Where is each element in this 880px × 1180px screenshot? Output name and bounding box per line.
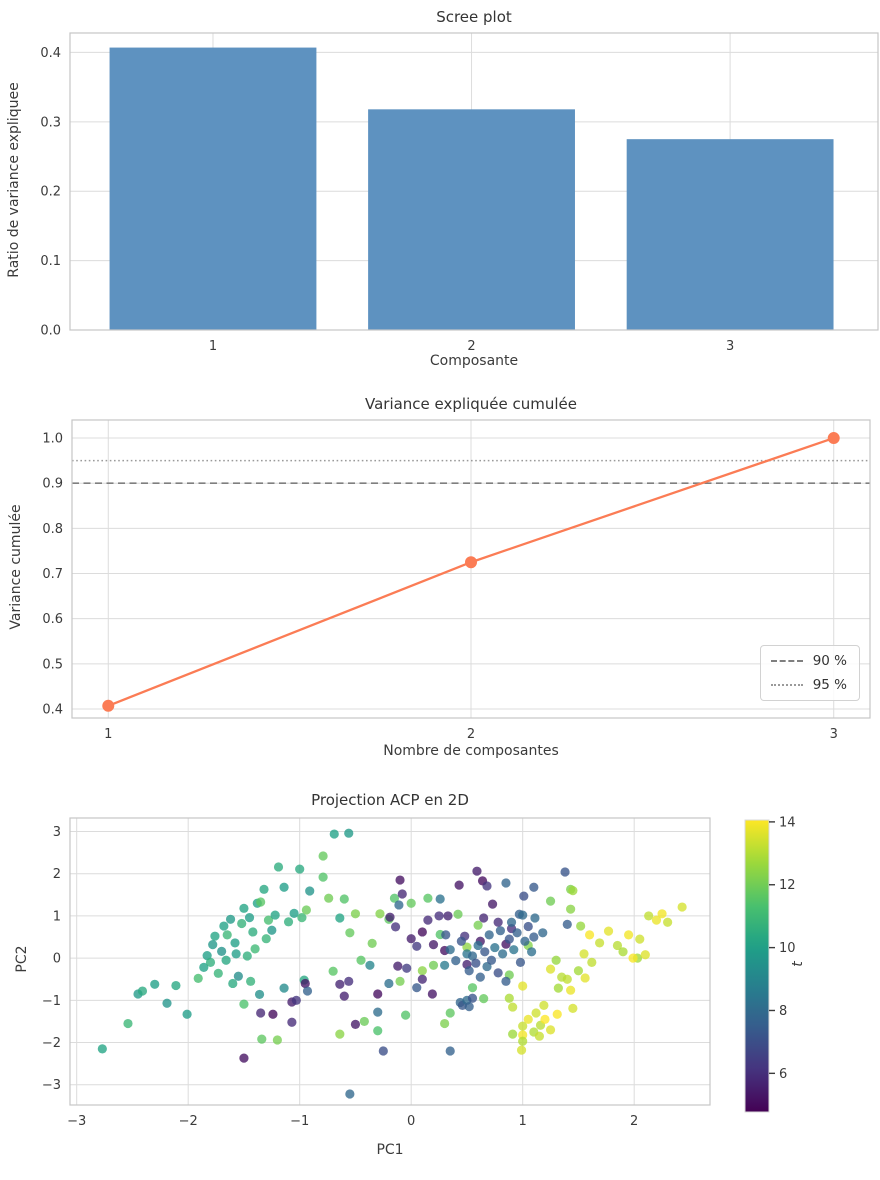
- scree-plot-title: Scree plot: [436, 8, 512, 26]
- bar-series: [109, 47, 834, 331]
- svg-text:0.9: 0.9: [42, 477, 63, 492]
- plot-border: [71, 419, 871, 719]
- legend-label-90: 90 %: [812, 653, 847, 669]
- svg-text:6: 6: [779, 1067, 787, 1082]
- svg-text:0.5: 0.5: [42, 657, 63, 672]
- svg-text:−1: −1: [290, 1114, 309, 1129]
- tick-labels: −3 −2 −1 0 1 2 −3 −2 −1 0 1 2 3: [42, 825, 638, 1129]
- svg-text:0.8: 0.8: [42, 522, 63, 537]
- pca-scatter-ylabel: PC2: [14, 945, 30, 973]
- scatter-points: [97, 828, 687, 1099]
- colorbar: 6 8 10 12 14: [744, 815, 796, 1113]
- svg-text:0.3: 0.3: [40, 115, 61, 130]
- colorbar-label: t: [790, 961, 806, 967]
- svg-text:−1: −1: [42, 994, 61, 1009]
- pca-scatter-xlabel: PC1: [376, 1142, 404, 1158]
- svg-text:0: 0: [53, 952, 61, 967]
- cumulative-variance-plot: 1 2 3 0.4 0.5 0.6 0.7 0.8 0.9 1.0: [42, 419, 871, 742]
- svg-text:−3: −3: [67, 1114, 86, 1129]
- tick-labels: 1 2 3 0.4 0.5 0.6 0.7 0.8 0.9 1.0: [42, 432, 838, 742]
- svg-text:1: 1: [104, 727, 112, 742]
- svg-text:2: 2: [630, 1114, 638, 1129]
- bar: [626, 139, 834, 330]
- cumulative-variance-title: Variance expliquée cumulée: [364, 395, 577, 413]
- svg-text:0.0: 0.0: [40, 324, 61, 339]
- svg-text:0.4: 0.4: [40, 46, 61, 61]
- bar: [368, 109, 575, 330]
- line-markers: [102, 432, 840, 712]
- svg-text:0: 0: [407, 1114, 415, 1129]
- colorbar-gradient: [744, 819, 770, 1113]
- colorbar-ticks: 6 8 10 12 14: [769, 815, 796, 1082]
- svg-text:1: 1: [209, 339, 217, 354]
- scree-plot: 1 2 3 0.0 0.1 0.2 0.3 0.4: [40, 32, 879, 354]
- svg-text:−3: −3: [42, 1078, 61, 1093]
- svg-text:0.6: 0.6: [42, 612, 63, 627]
- svg-text:3: 3: [53, 825, 61, 840]
- legend-item-95: 95 %: [770, 677, 847, 693]
- svg-text:−2: −2: [42, 1036, 61, 1051]
- svg-text:0.4: 0.4: [42, 702, 63, 717]
- cumulative-variance-xlabel: Nombre de composantes: [383, 743, 559, 759]
- svg-text:0.7: 0.7: [42, 567, 63, 582]
- svg-text:2: 2: [467, 339, 475, 354]
- svg-text:2: 2: [467, 727, 475, 742]
- svg-text:8: 8: [779, 1004, 787, 1019]
- dotted-line-sample-icon: [770, 684, 803, 686]
- tick-labels: 1 2 3 0.0 0.1 0.2 0.3 0.4: [40, 46, 734, 354]
- svg-text:2: 2: [53, 867, 61, 882]
- svg-text:3: 3: [726, 339, 734, 354]
- cumulative-variance-ylabel: Variance cumulée: [8, 504, 24, 630]
- plot-border: [69, 817, 711, 1106]
- svg-text:1.0: 1.0: [42, 432, 63, 447]
- svg-text:3: 3: [830, 727, 838, 742]
- svg-text:0.1: 0.1: [40, 254, 61, 269]
- legend-label-95: 95 %: [812, 677, 847, 693]
- scree-plot-ylabel: Ratio de variance expliquee: [6, 82, 22, 278]
- legend: 90 % 95 %: [759, 645, 860, 701]
- svg-text:10: 10: [779, 941, 796, 956]
- gridlines: [70, 818, 710, 1105]
- svg-text:0.2: 0.2: [40, 185, 61, 200]
- dashed-line-sample-icon: [770, 660, 803, 662]
- svg-text:14: 14: [779, 815, 796, 830]
- scree-plot-xlabel: Composante: [429, 353, 519, 369]
- legend-item-90: 90 %: [770, 653, 847, 669]
- svg-text:1: 1: [53, 909, 61, 924]
- svg-text:1: 1: [519, 1114, 527, 1129]
- bar: [109, 47, 317, 331]
- svg-text:−2: −2: [179, 1114, 198, 1129]
- plot-border: [69, 32, 879, 331]
- pca-scatter-title: Projection ACP en 2D: [311, 791, 469, 809]
- svg-text:12: 12: [779, 878, 796, 893]
